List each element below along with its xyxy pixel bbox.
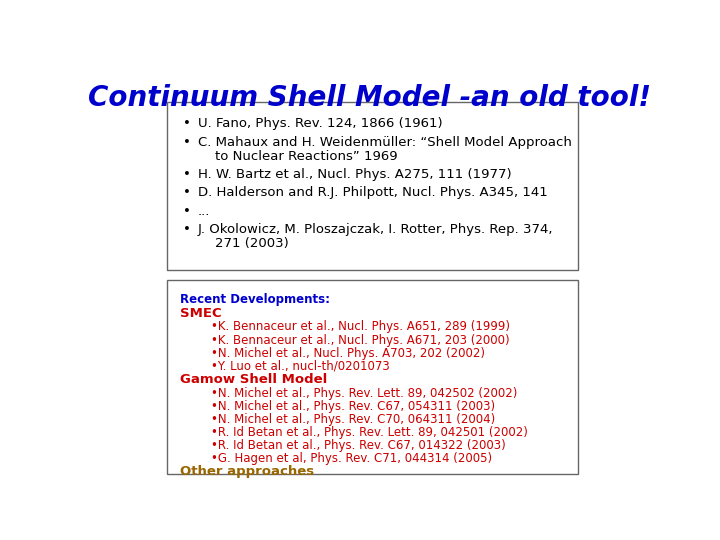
Text: D. Halderson and R.J. Philpott, Nucl. Phys. A345, 141: D. Halderson and R.J. Philpott, Nucl. Ph…: [198, 186, 548, 199]
Text: •R. Id Betan et al., Phys. Rev. Lett. 89, 042501 (2002): •R. Id Betan et al., Phys. Rev. Lett. 89…: [211, 426, 528, 439]
Text: •K. Bennaceur et al., Nucl. Phys. A651, 289 (1999): •K. Bennaceur et al., Nucl. Phys. A651, …: [211, 320, 510, 333]
Text: C. Mahaux and H. Weidenmüller: “Shell Model Approach: C. Mahaux and H. Weidenmüller: “Shell Mo…: [198, 136, 572, 148]
Text: SMEC: SMEC: [179, 307, 221, 320]
Text: •N. Michel et al., Phys. Rev. C70, 064311 (2004): •N. Michel et al., Phys. Rev. C70, 06431…: [211, 413, 495, 426]
Text: •G. Hagen et al, Phys. Rev. C71, 044314 (2005): •G. Hagen et al, Phys. Rev. C71, 044314 …: [211, 452, 492, 465]
Text: •R. Id Betan et al., Phys. Rev. C67, 014322 (2003): •R. Id Betan et al., Phys. Rev. C67, 014…: [211, 439, 506, 452]
Text: 271 (2003): 271 (2003): [198, 237, 289, 250]
Text: H. W. Bartz et al., Nucl. Phys. A275, 111 (1977): H. W. Bartz et al., Nucl. Phys. A275, 11…: [198, 168, 512, 181]
Text: •: •: [183, 136, 191, 148]
Text: •N. Michel et al., Phys. Rev. C67, 054311 (2003): •N. Michel et al., Phys. Rev. C67, 05431…: [211, 400, 495, 413]
Text: Other approaches: Other approaches: [179, 465, 314, 478]
Text: Gamow Shell Model: Gamow Shell Model: [179, 373, 327, 386]
Text: to Nuclear Reactions” 1969: to Nuclear Reactions” 1969: [198, 150, 397, 163]
Text: •: •: [183, 168, 191, 181]
Text: J. Okolowicz, M. Ploszajczak, I. Rotter, Phys. Rep. 374,: J. Okolowicz, M. Ploszajczak, I. Rotter,…: [198, 224, 554, 237]
Text: •N. Michel et al., Nucl. Phys. A703, 202 (2002): •N. Michel et al., Nucl. Phys. A703, 202…: [211, 347, 485, 360]
Text: Recent Developments:: Recent Developments:: [179, 293, 330, 306]
Text: •: •: [183, 117, 191, 130]
Text: •Y. Luo et al., nucl-th/0201073: •Y. Luo et al., nucl-th/0201073: [211, 360, 390, 373]
Text: •K. Bennaceur et al., Nucl. Phys. A671, 203 (2000): •K. Bennaceur et al., Nucl. Phys. A671, …: [211, 334, 510, 347]
FancyBboxPatch shape: [167, 102, 578, 271]
Text: ...: ...: [198, 205, 210, 218]
Text: Continuum Shell Model -an old tool!: Continuum Shell Model -an old tool!: [88, 84, 650, 112]
Text: •: •: [183, 186, 191, 199]
Text: •N. Michel et al., Phys. Rev. Lett. 89, 042502 (2002): •N. Michel et al., Phys. Rev. Lett. 89, …: [211, 387, 518, 400]
Text: •: •: [183, 224, 191, 237]
Text: •: •: [183, 205, 191, 218]
Text: U. Fano, Phys. Rev. 124, 1866 (1961): U. Fano, Phys. Rev. 124, 1866 (1961): [198, 117, 443, 130]
FancyBboxPatch shape: [167, 280, 578, 475]
